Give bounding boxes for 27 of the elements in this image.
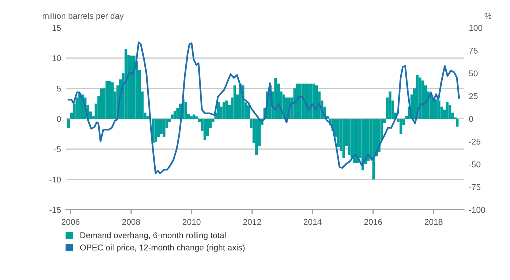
y2-tick-label: -25 xyxy=(469,138,481,145)
y-tick-label: 10 xyxy=(52,56,62,62)
y2-tick-label: -75 xyxy=(469,184,481,190)
legend-label: OPEC oil price, 12-month change (right axis) xyxy=(80,244,245,252)
y-tick-label: -15 xyxy=(50,207,62,214)
y2-tick-label: -50 xyxy=(469,162,481,168)
x-tick-label: 2016 xyxy=(364,219,382,226)
x-tick-label: 2008 xyxy=(122,219,140,226)
x-tick-label: 2014 xyxy=(304,219,322,226)
y2-tick-label: 0 xyxy=(469,116,474,122)
x-tick-label: 2010 xyxy=(182,219,201,226)
y2-tick-label: 50 xyxy=(469,70,478,77)
x-tick-label: 2012 xyxy=(243,219,262,226)
y-tick-label: 0 xyxy=(57,116,62,122)
y-tick-label: 5 xyxy=(57,86,62,92)
y2-tick-label: 75 xyxy=(469,48,478,54)
x-tick-label: 2018 xyxy=(425,219,443,226)
y-axis-title: million barrels per day xyxy=(42,12,124,21)
y2-tick-label: -100 xyxy=(469,207,486,214)
y2-tick-label: 25 xyxy=(469,93,478,100)
y-tick-label: -5 xyxy=(54,146,62,152)
y2-tick-label: 100 xyxy=(470,25,483,32)
legend-label: Demand overhang, 6-month rolling total xyxy=(80,232,226,240)
y-tick-label: 15 xyxy=(52,25,62,32)
x-tick-label: 2006 xyxy=(62,219,80,226)
y2-axis-title: % xyxy=(484,13,492,20)
y-tick-label: -10 xyxy=(50,176,62,183)
